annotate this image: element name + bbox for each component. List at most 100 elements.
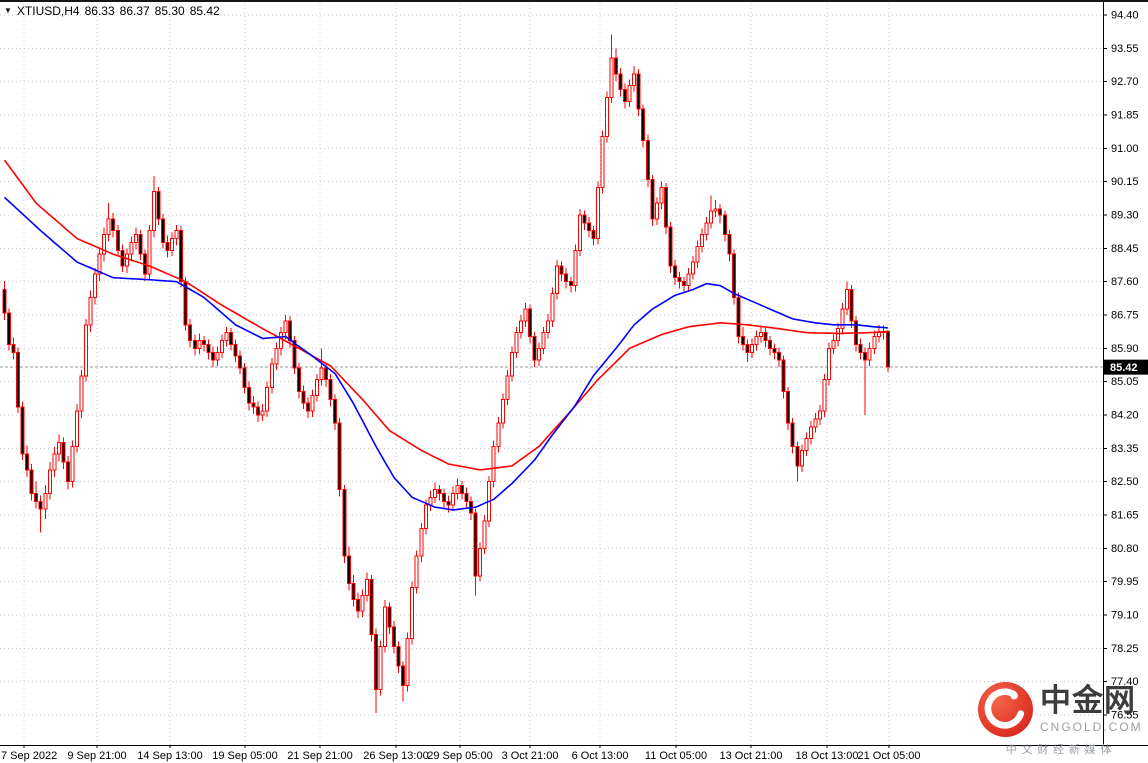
time-axis-label[interactable]: 21 Oct 05:00: [858, 750, 921, 762]
price-axis-label[interactable]: 91.85: [1111, 110, 1139, 122]
candle-body: [333, 398, 338, 424]
candle-body: [677, 277, 682, 283]
candle-body: [324, 367, 329, 381]
price-axis-label[interactable]: 89.30: [1111, 210, 1139, 222]
candle-body: [88, 296, 93, 326]
candle-body: [111, 218, 116, 232]
price-axis-label[interactable]: 78.25: [1111, 643, 1139, 655]
price-axis-label[interactable]: 86.75: [1111, 310, 1139, 322]
candle-body: [373, 634, 378, 691]
candle-body: [555, 265, 560, 294]
candle-body: [65, 461, 70, 483]
price-axis-label[interactable]: 93.55: [1111, 43, 1139, 55]
candle-body: [645, 139, 650, 181]
candle-body: [876, 332, 881, 338]
candle-body: [441, 492, 446, 502]
candle-body: [641, 108, 646, 141]
candle-body: [872, 336, 877, 349]
candle-body: [401, 665, 406, 687]
time-axis-label[interactable]: 11 Oct 05:00: [645, 750, 707, 762]
candle-body: [392, 626, 397, 647]
watermark-tagline: 中文财经新媒体: [1005, 744, 1117, 756]
candle-body: [509, 351, 514, 377]
candle-body: [84, 324, 89, 377]
candle-body: [460, 485, 465, 494]
candle-body: [315, 379, 320, 396]
candle-body: [586, 222, 591, 232]
candle-body: [25, 453, 30, 471]
candle-body: [2, 289, 7, 314]
candle-body: [478, 547, 483, 577]
candle-body: [777, 351, 782, 361]
candle-body: [93, 273, 98, 298]
candle-body: [600, 136, 605, 189]
candle-body: [34, 492, 39, 502]
candle-body: [242, 367, 247, 389]
price-axis-label[interactable]: 94.40: [1111, 10, 1139, 22]
time-axis-label[interactable]: 21 Sep 21:00: [287, 750, 352, 762]
price-axis-label[interactable]: 88.45: [1111, 243, 1139, 255]
price-axis-label[interactable]: 92.70: [1111, 76, 1139, 88]
time-axis-label[interactable]: 7 Sep 2022: [1, 750, 57, 762]
time-axis-label[interactable]: 13 Oct 21:00: [720, 750, 783, 762]
candle-body: [654, 202, 659, 220]
ohlc-close-value: 85.42: [189, 4, 220, 18]
price-axis-label[interactable]: 85.90: [1111, 343, 1139, 355]
candle-body: [47, 469, 52, 494]
candle-body: [795, 445, 800, 467]
candle-body: [197, 339, 202, 349]
candle-body: [432, 489, 437, 498]
candle-body: [423, 504, 428, 530]
candle-body: [97, 253, 102, 275]
candle-body: [790, 422, 795, 447]
candle-body: [650, 179, 655, 220]
candle-body: [618, 73, 623, 91]
candle-body: [56, 441, 61, 455]
time-axis-label[interactable]: 6 Oct 13:00: [572, 750, 629, 762]
candle-body: [265, 387, 270, 412]
price-axis-label[interactable]: 76.55: [1111, 710, 1139, 722]
candle-body: [632, 73, 637, 87]
time-axis-label[interactable]: 9 Sep 21:00: [67, 750, 126, 762]
candle-body: [70, 445, 75, 483]
candle-body: [224, 332, 229, 341]
candle-body: [691, 261, 696, 275]
time-axis-label[interactable]: 29 Sep 05:00: [427, 750, 492, 762]
price-axis-label[interactable]: 81.65: [1111, 510, 1139, 522]
candle-body: [550, 292, 555, 322]
candle-body: [518, 320, 523, 334]
time-axis-label[interactable]: 18 Oct 13:00: [796, 750, 859, 762]
price-axis-label[interactable]: 90.15: [1111, 176, 1139, 188]
price-axis-label[interactable]: 80.80: [1111, 543, 1139, 555]
candle-body: [387, 606, 392, 628]
price-axis-label[interactable]: 84.20: [1111, 410, 1139, 422]
price-axis-label[interactable]: 82.50: [1111, 476, 1139, 488]
candle-body: [351, 583, 356, 600]
candle-body: [713, 208, 718, 212]
price-axis-label[interactable]: 83.35: [1111, 443, 1139, 455]
candle-body: [831, 339, 836, 349]
time-axis-label[interactable]: 14 Sep 13:00: [137, 750, 202, 762]
price-axis-label[interactable]: 79.10: [1111, 610, 1139, 622]
chart-dropdown-icon[interactable]: ▼: [4, 6, 12, 15]
time-axis-label[interactable]: 3 Oct 21:00: [502, 750, 559, 762]
candle-body: [568, 281, 573, 287]
candle-body: [804, 438, 809, 451]
price-axis-label[interactable]: 87.60: [1111, 276, 1139, 288]
cngold-logo-icon: [978, 682, 1033, 737]
candle-body: [414, 555, 419, 589]
candle-body: [840, 308, 845, 330]
candle-body: [496, 422, 501, 447]
price-axis-label[interactable]: 85.05: [1111, 376, 1139, 388]
candle-body: [849, 289, 854, 322]
watermark: 中金网 CNGOLD.COM 中文财经新媒体: [977, 681, 1145, 757]
candle-body: [79, 375, 84, 412]
candle-body: [768, 339, 773, 349]
candle-body: [722, 214, 727, 236]
time-axis-label[interactable]: 19 Sep 05:00: [212, 750, 277, 762]
price-axis-label[interactable]: 79.95: [1111, 576, 1139, 588]
price-axis-label[interactable]: 91.00: [1111, 143, 1139, 155]
price-axis-label[interactable]: 77.40: [1111, 676, 1139, 688]
time-axis-label[interactable]: 26 Sep 13:00: [363, 750, 428, 762]
